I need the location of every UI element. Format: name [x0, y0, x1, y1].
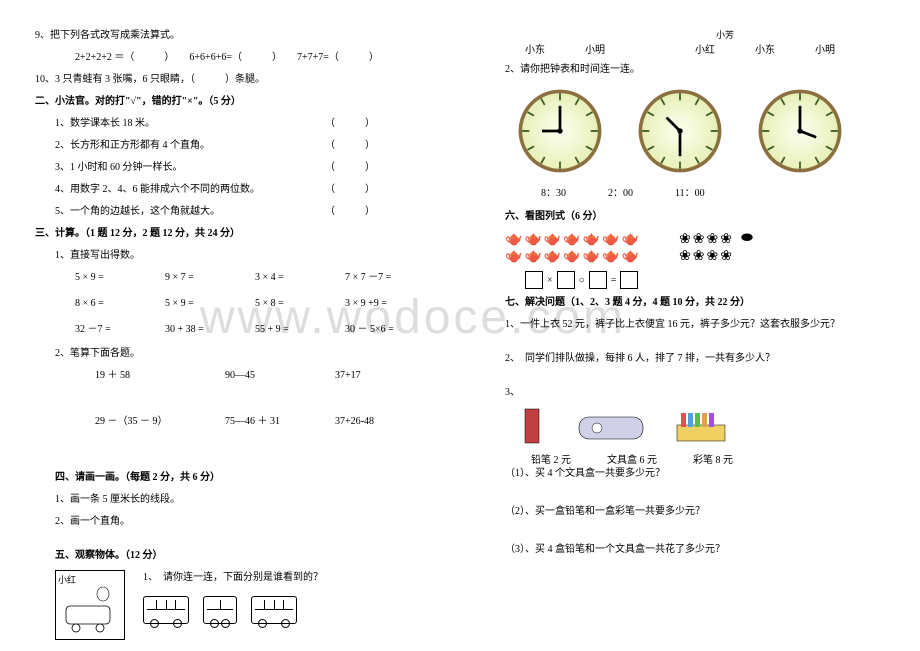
- section3-title: 三、计算。（1 题 12 分，2 题 12 分，共 24 分）: [35, 226, 475, 242]
- section2-title: 二、小法官。对的打"√"，错的打"×"。（5 分）: [35, 94, 475, 110]
- pencilcase-icon: [577, 407, 645, 447]
- clock-icon: [635, 86, 725, 176]
- s5-1: 1、 请你连一连，下面分别是谁看到的？: [143, 570, 323, 586]
- crayons-icon: [673, 407, 729, 447]
- s7-3-2: （2）、买一盒铅笔和一盒彩笔一共要多少元？: [505, 504, 920, 520]
- q10: 10、3 只青蛙有 3 张嘴，6 只眼睛，（ ）条腿。: [35, 72, 475, 88]
- xiaofang-label: 小芳: [505, 28, 920, 41]
- section5-title: 五、观察物体。（12 分）: [35, 548, 475, 564]
- name-row: 小东 小明 小红 小东 小明: [505, 41, 920, 56]
- name-xiaoming2: 小明: [815, 41, 835, 56]
- section6-title: 六、看图列式（6 分）: [505, 209, 920, 225]
- formula-boxes: × ○ =: [505, 271, 920, 289]
- s7-3: 3、: [505, 385, 920, 401]
- s2-4: 4、用数字 2、4、6 能排成六个不同的两位数。（ ）: [35, 182, 475, 198]
- calc-r2: 8 × 6 =5 × 9 =5 × 8 =3 × 9 +9 =: [35, 296, 475, 312]
- s3-1: 1、直接写出得数。: [35, 248, 475, 264]
- right-column: 小芳 小东 小明 小红 小东 小明 2、请你把钟表和时间连一连。 8：30 2：…: [505, 28, 920, 564]
- item2-label: 文具盒 6 元: [607, 451, 657, 466]
- pencil-icon: [515, 407, 549, 447]
- s7-3-1: （1）、买 4 个文具盒一共要多少元？: [505, 466, 920, 482]
- obs-row: 小红 1、 请你连一连，下面分别是谁看到的？: [35, 570, 475, 640]
- left-column: 9、把下列各式改写成乘法算式。 2+2+2+2 ＝（ ） 6+6+6+6=（ ）…: [35, 28, 475, 640]
- calc2-r1: 19 ＋ 5890—4537+17: [35, 368, 475, 384]
- time-3: 11：00: [675, 184, 705, 199]
- name-xiaohong: 小红: [695, 41, 715, 56]
- s2-1: 1、数学课本长 18 米。（ ）: [35, 116, 475, 132]
- flowers-group: ❀❀❀❀ ⬬ ❀❀❀❀: [679, 231, 753, 265]
- item1-label: 铅笔 2 元: [531, 451, 571, 466]
- obs-box: 小红: [55, 570, 125, 640]
- s7-3-3: （3）、买 4 盒铅笔和一个文具盒一共花了多少元？: [505, 542, 920, 558]
- teapots-group: 🫖🫖🫖🫖🫖🫖🫖 🫖🫖🫖🫖🫖🫖🫖: [505, 231, 639, 265]
- s2-2: 2、长方形和正方形都有 4 个直角。（ ）: [35, 138, 475, 154]
- s4-1: 1、画一条 5 厘米长的线段。: [35, 492, 475, 508]
- name-xiaoming: 小明: [585, 41, 605, 56]
- clocks-row: [505, 86, 920, 176]
- car-icon: [58, 586, 120, 636]
- s4-2: 2、画一个直角。: [35, 514, 475, 530]
- teapot-icon: 🫖: [505, 231, 522, 248]
- items-labels: 铅笔 2 元 文具盒 6 元 彩笔 8 元: [505, 451, 920, 466]
- bus-icon: [203, 596, 237, 624]
- q9: 9、把下列各式改写成乘法算式。: [35, 28, 475, 44]
- time-1: 8：30: [541, 184, 566, 199]
- clock-icon: [755, 86, 845, 176]
- box: [525, 271, 543, 289]
- picture-formula-row: 🫖🫖🫖🫖🫖🫖🫖 🫖🫖🫖🫖🫖🫖🫖 ❀❀❀❀ ⬬ ❀❀❀❀: [505, 231, 920, 265]
- s2-5: 5、一个角的边越长，这个角就越大。（ ）: [35, 204, 475, 220]
- items-icons: [505, 407, 920, 447]
- section4-title: 四、请画一画。（每题 2 分，共 6 分）: [35, 470, 475, 486]
- calc2-r2: 29 －（35 － 9）75—46 ＋ 3137+26-48: [35, 414, 475, 430]
- section7-title: 七、解决问题（1、2、3 题 4 分，4 题 10 分，共 22 分）: [505, 295, 920, 311]
- flower-icon: ❀: [679, 231, 691, 248]
- q9-expr: 2+2+2+2 ＝（ ） 6+6+6+6=（ ） 7+7+7=（ ）: [35, 50, 475, 66]
- calc-r3: 32 －7 =30 + 38 =55 + 9 =30 － 5×6 =: [35, 322, 475, 338]
- name-xiaodong: 小东: [525, 41, 545, 56]
- clock-icon: [515, 86, 605, 176]
- bus-icon: [143, 596, 189, 624]
- name-xiaodong2: 小东: [755, 41, 775, 56]
- s3-2: 2、笔算下面各题。: [35, 346, 475, 362]
- clock-times: 8：30 2：00 11：00: [505, 184, 920, 199]
- s7-1: 1、一件上衣 52 元，裤子比上衣便宜 16 元，裤子多少元？这套衣服多少元？: [505, 317, 920, 333]
- item3-label: 彩笔 8 元: [693, 451, 733, 466]
- calc-r1: 5 × 9 =9 × 7 =3 × 4 =7 × 7 －7 =: [35, 270, 475, 286]
- bus-icon: [251, 596, 297, 624]
- s5-2: 2、请你把钟表和时间连一连。: [505, 62, 920, 78]
- time-2: 2：00: [608, 184, 633, 199]
- s7-2: 2、 同学们排队做操，每排 6 人，排了 7 排，一共有多少人？: [505, 351, 920, 367]
- s2-3: 3、1 小时和 60 分钟一样长。（ ）: [35, 160, 475, 176]
